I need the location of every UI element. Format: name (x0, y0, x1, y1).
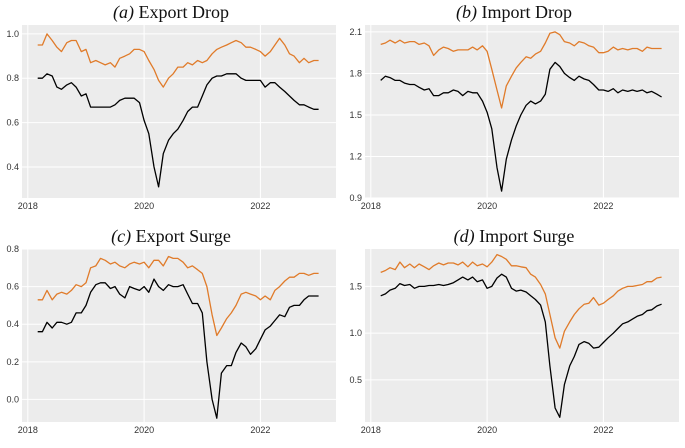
x-tick-label: 2018 (361, 425, 381, 435)
x-tick-label: 2018 (361, 201, 381, 211)
panel-title-text: Import Surge (479, 226, 575, 246)
series-line-black (380, 61, 662, 192)
panel-title: (c) Export Surge (0, 226, 342, 247)
x-tick-label: 2022 (250, 201, 270, 211)
y-tick-label: 0.5 (349, 375, 362, 385)
x-tick-label: 2020 (134, 201, 154, 211)
x-tick-label: 2022 (250, 425, 270, 435)
x-tick-label: 2018 (18, 201, 38, 211)
panel-title-text: Export Drop (138, 2, 229, 22)
panel-title-text: Export Surge (135, 226, 231, 246)
panel-export-drop: (a) Export Drop 2018 2020 2022 0.4 0.6 0.8 1.0 (0, 0, 342, 224)
x-tick-label: 2022 (593, 425, 613, 435)
y-tick-label: 1.2 (349, 151, 362, 161)
y-tick-label: 0.4 (6, 162, 19, 172)
panel-title-text: Import Drop (481, 2, 572, 22)
panel-label: (a) (113, 2, 134, 22)
y-tick-label: 0.0 (6, 394, 19, 404)
y-tick-label: 0.2 (6, 357, 19, 367)
y-tick-label: 1.8 (349, 68, 362, 78)
plot-background (365, 249, 679, 422)
chart-svg: 2018 2020 2022 0.0 0.2 0.4 0.6 0.8 (6, 244, 336, 435)
x-tick-label: 2020 (477, 425, 497, 435)
y-tick-label: 0.6 (6, 118, 19, 128)
plot-background (22, 25, 336, 198)
y-tick-label: 1.0 (6, 29, 19, 39)
series-line-orange (37, 255, 319, 337)
series-line-orange (380, 253, 662, 349)
series-line-orange (37, 33, 319, 88)
panel-title: (b) Import Drop (343, 2, 685, 23)
y-tick-label: 1.5 (349, 110, 362, 120)
x-tick-label: 2018 (18, 425, 38, 435)
chart-svg: 2018 2020 2022 0.4 0.6 0.8 1.0 (6, 25, 336, 211)
panel-title: (a) Export Drop (0, 2, 342, 23)
y-tick-label: 0.6 (6, 282, 19, 292)
y-tick-label: 2.1 (349, 27, 362, 37)
y-tick-label: 0.8 (6, 73, 19, 83)
panel-import-drop: (b) Import Drop 2018 2020 2022 0.9 1.2 1.5 1.8… (343, 0, 685, 224)
panel-title: (d) Import Surge (343, 226, 685, 247)
plot-background (22, 249, 336, 422)
panel-label: (d) (453, 226, 475, 246)
panel-label: (b) (456, 2, 477, 22)
series-line-black (37, 73, 319, 188)
y-tick-label: 0.9 (349, 193, 362, 203)
series-line-black (380, 273, 662, 418)
x-tick-label: 2022 (593, 201, 613, 211)
y-tick-label: 0.8 (6, 244, 19, 254)
panel-import-surge: (d) Import Surge 2018 2020 2022 0.5 1.0 1.5 (343, 224, 685, 448)
y-tick-label: 0.4 (6, 319, 19, 329)
y-tick-label: 1.5 (349, 281, 362, 291)
panel-label: (c) (111, 226, 132, 246)
y-tick-label: 1.0 (349, 328, 362, 338)
series-line-black (37, 278, 319, 419)
chart-svg: 2018 2020 2022 0.9 1.2 1.5 1.8 2.1 (349, 25, 679, 211)
x-tick-label: 2020 (134, 425, 154, 435)
chart-svg: 2018 2020 2022 0.5 1.0 1.5 (349, 249, 679, 435)
panel-export-surge: (c) Export Surge 2018 2020 2022 0.0 0.2 0.4 0.… (0, 224, 342, 448)
x-tick-label: 2020 (477, 201, 497, 211)
series-line-orange (380, 31, 662, 109)
